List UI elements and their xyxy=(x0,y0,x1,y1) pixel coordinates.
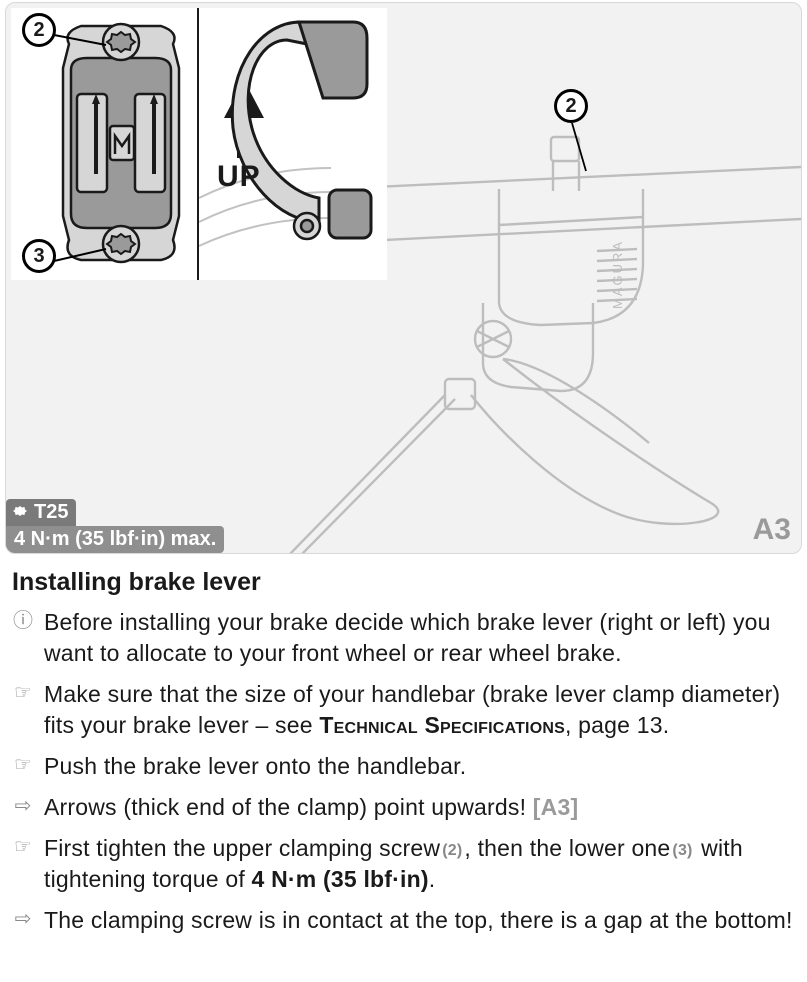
up-label: UP xyxy=(217,160,261,194)
hand-icon: ☞ xyxy=(12,679,34,707)
figure-panel: MAGURA 2 xyxy=(5,2,802,554)
callout-3-left-leader xyxy=(54,247,110,267)
section-heading: Installing brake lever xyxy=(12,568,797,597)
instruction-block: Installing brake lever ⓘ Before installin… xyxy=(0,554,807,964)
torque-value: 4 N·m (35 lbf·in) max. xyxy=(6,526,224,553)
torque-spec: T25 4 N·m (35 lbf·in) max. xyxy=(6,499,224,554)
callout-2-right-leader xyxy=(568,123,608,183)
step-text: First tighten the upper clamping screw(2… xyxy=(44,833,797,895)
instruction-step: ⇨ Arrows (thick end of the clamp) point u… xyxy=(12,792,797,823)
clamp-side-detail xyxy=(199,8,387,280)
hand-icon: ☞ xyxy=(12,751,34,779)
info-icon: ⓘ xyxy=(12,607,34,635)
instruction-step: ⓘ Before installing your brake decide whi… xyxy=(12,607,797,669)
callout-2-left-leader xyxy=(54,33,110,53)
step-text: Before installing your brake decide whic… xyxy=(44,607,797,669)
instruction-step: ⇨ The clamping screw is in contact at the… xyxy=(12,905,797,936)
callout-3-left: 3 xyxy=(22,239,56,273)
step-text: Push the brake lever onto the handlebar. xyxy=(44,751,797,782)
callout-2-right: 2 xyxy=(554,89,588,123)
step-text: Make sure that the size of your handleba… xyxy=(44,679,797,741)
arrow-icon: ⇨ xyxy=(12,792,34,820)
tool-size: T25 xyxy=(34,501,68,524)
torx-icon xyxy=(12,504,28,520)
step-text: Arrows (thick end of the clamp) point up… xyxy=(44,792,797,823)
instruction-step: ☞ First tighten the upper clamping screw(… xyxy=(12,833,797,895)
arrow-icon: ⇨ xyxy=(12,905,34,933)
instruction-step: ☞ Push the brake lever onto the handlebar… xyxy=(12,751,797,782)
instruction-step: ☞ Make sure that the size of your handleb… xyxy=(12,679,797,741)
callout-2-left: 2 xyxy=(22,13,56,47)
figure-id: A3 xyxy=(753,513,791,547)
step-text: The clamping screw is in contact at the … xyxy=(44,905,797,936)
hand-icon: ☞ xyxy=(12,833,34,861)
svg-text:MAGURA: MAGURA xyxy=(610,240,625,309)
